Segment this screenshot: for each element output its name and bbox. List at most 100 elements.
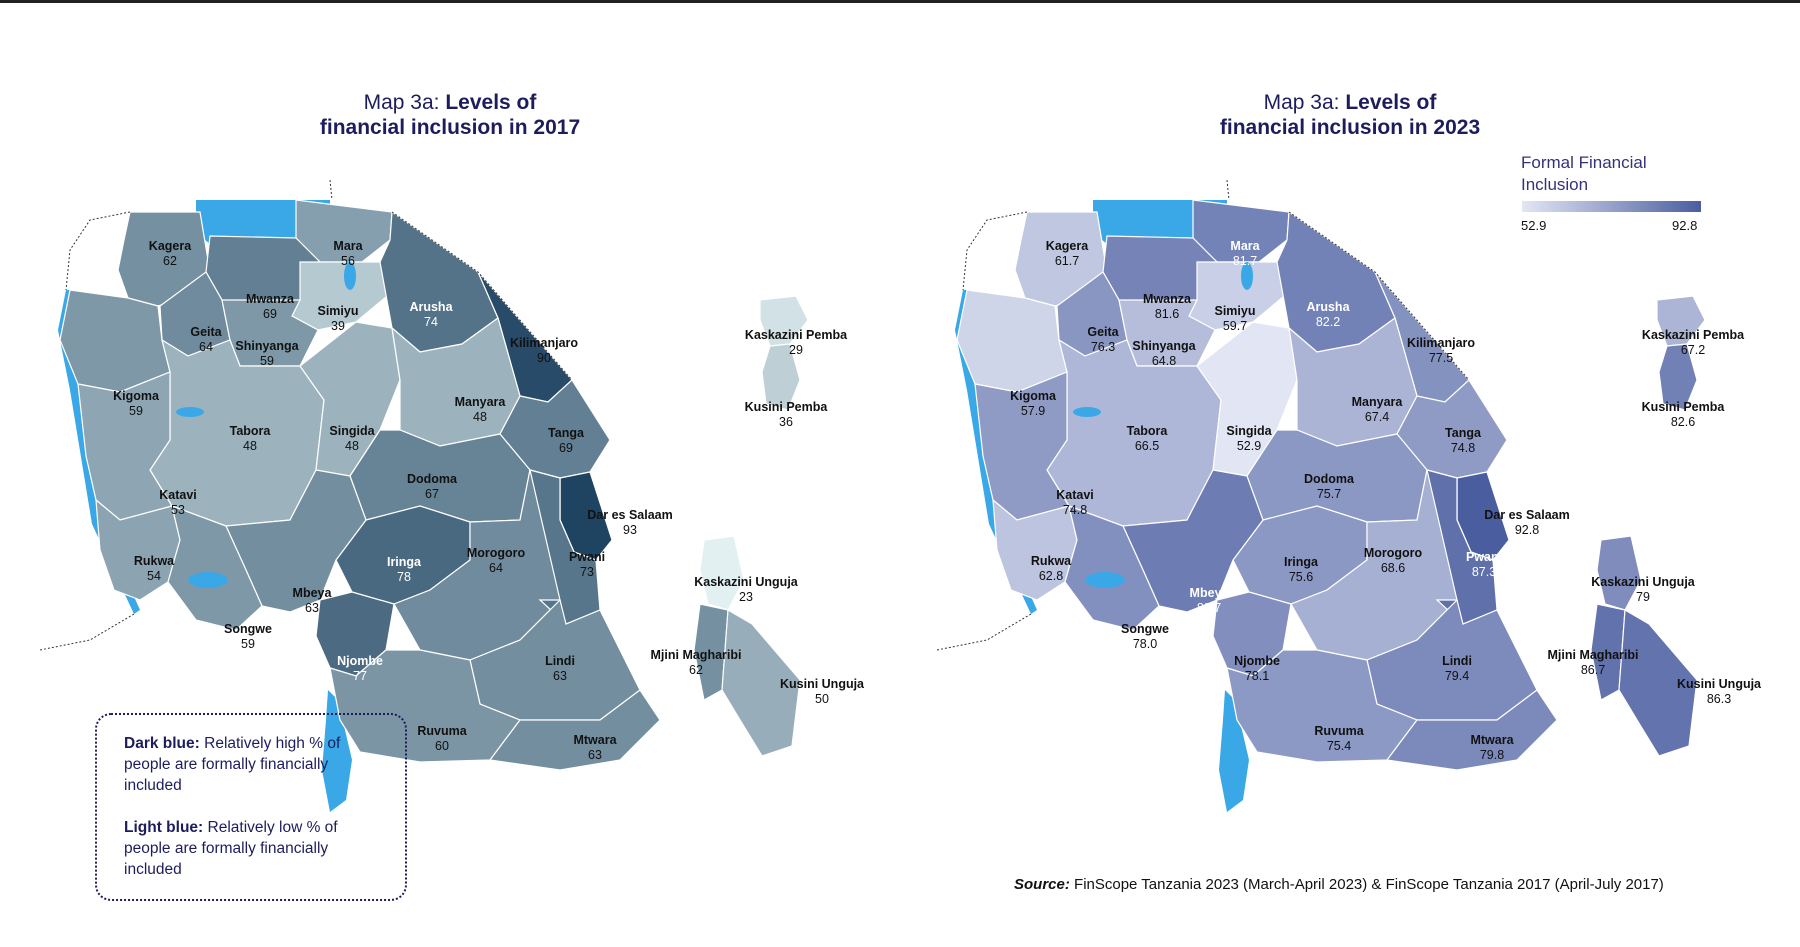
region-value-tabora: 66.5 [1135,439,1159,453]
inland-lake [1073,407,1101,417]
region-label-mara: Mara [1230,239,1260,253]
region-kaskazini-unguja [1596,535,1642,611]
region-mtwara [1385,689,1558,771]
region-label-kusini-pemba: Kusini Pemba [745,400,829,414]
region-label-simiyu: Simiyu [318,304,359,318]
region-label-geita: Geita [1087,325,1119,339]
region-value-katavi: 74.8 [1063,503,1087,517]
region-label-mtwara: Mtwara [573,733,617,747]
region-label-dodoma: Dodoma [407,472,458,486]
region-label-songwe: Songwe [224,622,272,636]
region-mtwara [488,689,661,771]
region-label-kaskazini-pemba: Kaskazini Pemba [745,328,848,342]
region-label-kilimanjaro: Kilimanjaro [1407,336,1475,350]
region-value-tanga: 74.8 [1451,441,1475,455]
region-value-kaskazini-pemba: 29 [789,343,803,357]
region-value-mbeya: 83.7 [1197,601,1221,615]
region-label-pwani: Pwani [569,550,605,564]
region-value-mtwara: 79.8 [1480,748,1504,762]
region-value-kaskazini-unguja: 23 [739,590,753,604]
region-label-kusini-pemba: Kusini Pemba [1642,400,1726,414]
region-value-ruvuma: 60 [435,739,449,753]
region-kusini-unguja [1618,608,1698,757]
region-label-iringa: Iringa [387,555,422,569]
region-value-mwanza: 81.6 [1155,307,1179,321]
inland-lake [1241,262,1253,290]
source-text: FinScope Tanzania 2023 (March-April 2023… [1069,876,1664,893]
region-kusini-unguja [721,608,801,757]
region-value-arusha: 74 [424,315,438,329]
region-value-kilimanjaro: 77.5 [1429,351,1453,365]
region-value-njombe: 78.1 [1245,669,1269,683]
region-label-arusha: Arusha [409,300,453,314]
region-kusini-pemba [1658,343,1698,411]
region-label-manyara: Manyara [1352,395,1404,409]
region-label-mwanza: Mwanza [246,292,295,306]
region-value-manyara: 67.4 [1365,410,1389,424]
region-value-simiyu: 39 [331,319,345,333]
region-value-shinyanga: 59 [260,354,274,368]
region-label-kusini-unguja: Kusini Unguja [1677,677,1762,691]
region-label-mbeya: Mbeya [1190,586,1230,600]
title-bold-line1: Levels of [1345,91,1437,114]
region-value-shinyanga: 64.8 [1152,354,1176,368]
region-label-ruvuma: Ruvuma [1314,724,1364,738]
region-label-kusini-unguja: Kusini Unguja [780,677,865,691]
region-label-dar-es-salaam: Dar es Salaam [1484,508,1569,522]
region-value-ruvuma: 75.4 [1327,739,1351,753]
border-line [65,211,131,291]
region-label-kaskazini-pemba: Kaskazini Pemba [1642,328,1745,342]
region-label-singida: Singida [1226,424,1272,438]
region-label-njombe: Njombe [1234,654,1280,668]
border-line [39,613,135,651]
title-prefix: Map 3a: [363,91,446,114]
region-label-katavi: Katavi [1056,488,1094,502]
region-label-kagera: Kagera [149,239,192,253]
region-label-shinyanga: Shinyanga [1132,339,1196,353]
region-value-njombe: 77 [353,669,367,683]
region-value-kusini-pemba: 82.6 [1671,415,1695,429]
region-value-singida: 48 [345,439,359,453]
border-line [391,211,573,381]
region-value-kigoma: 57.9 [1021,404,1045,418]
region-value-mjini-magharibi: 62 [689,663,703,677]
border-line [962,211,1028,291]
region-pwani [529,469,601,625]
border-line [1226,179,1230,201]
region-label-manyara: Manyara [455,395,507,409]
region-label-dar-es-salaam: Dar es Salaam [587,508,672,522]
region-label-ruvuma: Ruvuma [417,724,467,738]
key-light-text: Light blue: Relatively low % of people a… [124,817,344,880]
title-bold-line1: Levels of [445,91,537,114]
legend-gradient-bar [1522,201,1701,212]
map-title-2017: Map 3a: Levels of financial inclusion in… [270,90,630,140]
region-value-kusini-pemba: 36 [779,415,793,429]
region-pwani [1426,469,1498,625]
region-value-mara: 81.7 [1233,254,1257,268]
lake-nyasa [1219,690,1249,812]
title-bold-line2: financial inclusion in 2017 [319,116,581,139]
legend-title: Formal Financial Inclusion [1521,153,1647,194]
region-label-shinyanga: Shinyanga [235,339,299,353]
title-bold-line2: financial inclusion in 2023 [1219,116,1481,139]
region-value-songwe: 59 [241,637,255,651]
region-label-mjini-magharibi: Mjini Magharibi [651,648,742,662]
region-value-arusha: 82.2 [1316,315,1340,329]
top-border [0,0,1800,3]
region-label-kagera: Kagera [1046,239,1089,253]
inland-lake [1085,572,1125,588]
region-value-pwani: 73 [580,565,594,579]
region-label-tanga: Tanga [1445,426,1482,440]
region-label-tabora: Tabora [230,424,272,438]
region-label-arusha: Arusha [1306,300,1350,314]
region-value-kagera: 62 [163,254,177,268]
region-value-dar-es-salaam: 93 [623,523,637,537]
inland-lake [176,407,204,417]
region-label-kaskazini-unguja: Kaskazini Unguja [694,575,799,589]
region-label-tabora: Tabora [1127,424,1169,438]
region-label-katavi: Katavi [159,488,197,502]
key-dark-label: Dark blue: [124,735,200,752]
region-value-kusini-unguja: 86.3 [1707,692,1731,706]
region-value-tabora: 48 [243,439,257,453]
region-label-tanga: Tanga [548,426,585,440]
